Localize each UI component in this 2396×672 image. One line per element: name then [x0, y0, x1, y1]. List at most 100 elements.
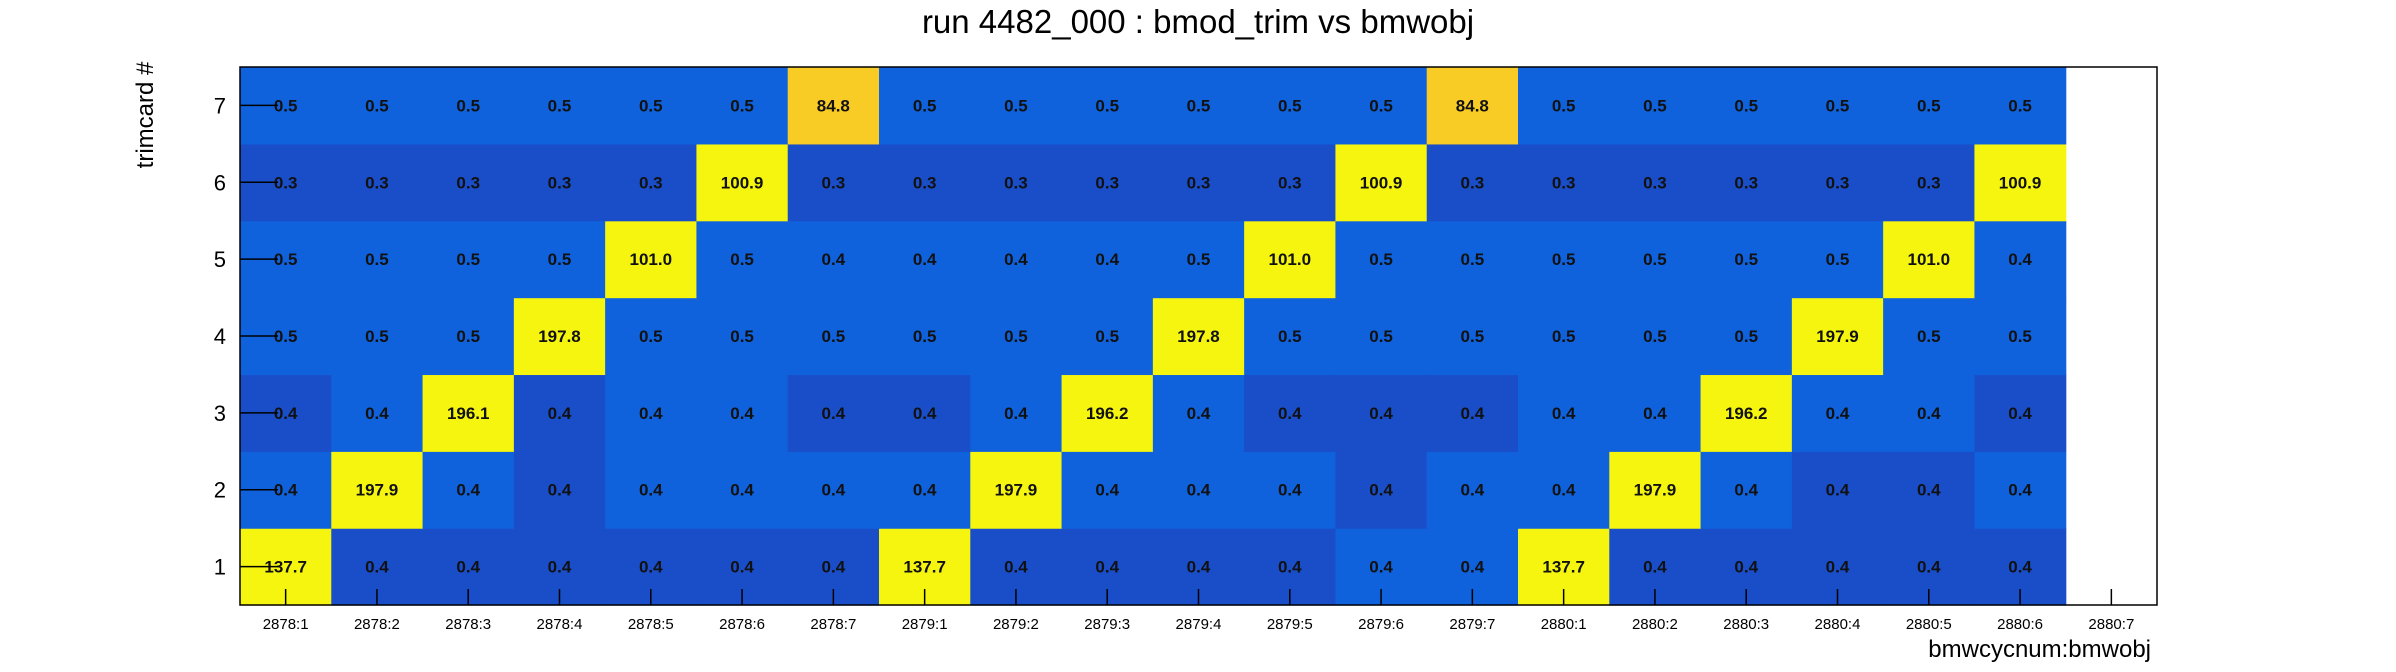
heatmap-cell — [1974, 67, 2067, 145]
cell-value-label: 0.5 — [1643, 327, 1667, 346]
cell-value-label: 0.5 — [2008, 96, 2032, 115]
y-tick-label: 6 — [214, 170, 226, 195]
cell-value-label: 0.5 — [1004, 327, 1028, 346]
heatmap-cell — [1791, 374, 1884, 452]
heatmap-cell — [1791, 451, 1884, 529]
heatmap-cell — [696, 143, 789, 222]
x-tick-label: 2878:5 — [628, 616, 674, 633]
x-tick-label: 2879:3 — [1084, 616, 1130, 633]
cell-value-label: 137.7 — [903, 558, 946, 577]
cell-value-label: 0.3 — [1187, 173, 1211, 192]
cell-value-label: 84.8 — [1456, 96, 1489, 115]
cell-value-label: 0.3 — [1734, 173, 1758, 192]
cell-value-label: 0.4 — [822, 250, 846, 269]
cell-value-label: 0.5 — [1643, 96, 1667, 115]
heatmap-cell — [1700, 220, 1793, 299]
cell-value-label: 0.4 — [1095, 481, 1119, 500]
heatmap-cell — [970, 374, 1063, 452]
cell-value-label: 0.5 — [1552, 327, 1576, 346]
heatmap-cell — [1700, 451, 1793, 529]
cell-value-label: 0.4 — [1278, 481, 1302, 500]
x-tick-label: 2880:4 — [1815, 616, 1861, 633]
heatmap-cell — [1609, 143, 1702, 222]
cell-value-label: 0.3 — [456, 173, 480, 192]
cell-value-label: 100.9 — [721, 173, 764, 192]
heatmap-cell — [1061, 297, 1154, 376]
heatmap-cell — [1335, 374, 1428, 452]
heatmap-cells — [240, 67, 2067, 606]
cell-value-label: 0.4 — [639, 481, 663, 500]
cell-value-label: 0.5 — [1734, 250, 1758, 269]
cell-value-label: 0.4 — [1004, 250, 1028, 269]
cell-value-label: 0.3 — [822, 173, 846, 192]
cell-value-label: 0.5 — [274, 327, 298, 346]
heatmap-cell — [1883, 220, 1976, 299]
heatmap-cell — [787, 220, 880, 299]
cell-value-label: 0.4 — [365, 404, 389, 423]
cell-value-label: 197.8 — [538, 327, 581, 346]
cell-value-label: 0.4 — [1917, 558, 1941, 577]
heatmap-cell — [1609, 451, 1702, 529]
heatmap-cell — [513, 374, 606, 452]
cell-value-label: 0.4 — [1278, 404, 1302, 423]
cell-value-label: 0.4 — [1826, 558, 1850, 577]
heatmap-cell — [970, 67, 1063, 145]
cell-value-label: 197.9 — [356, 481, 399, 500]
x-tick-label: 2880:2 — [1632, 616, 1678, 633]
cell-value-label: 0.4 — [1461, 481, 1485, 500]
heatmap-cell — [331, 143, 424, 222]
cell-value-label: 0.4 — [274, 404, 298, 423]
cell-value-label: 196.2 — [1725, 404, 1768, 423]
heatmap-cell — [1791, 297, 1884, 376]
cell-value-label: 0.4 — [1734, 558, 1758, 577]
x-tick-label: 2880:1 — [1541, 616, 1587, 633]
cell-value-label: 0.4 — [2008, 250, 2032, 269]
heatmap-cell — [1152, 67, 1245, 145]
heatmap-cell — [422, 67, 515, 145]
heatmap-cell — [1244, 374, 1337, 452]
cell-value-label: 0.4 — [730, 481, 754, 500]
heatmap-cell — [513, 67, 606, 145]
cell-value-label: 0.4 — [822, 481, 846, 500]
cell-value-label: 0.4 — [639, 558, 663, 577]
cell-value-label: 0.3 — [365, 173, 389, 192]
heatmap-cell — [1518, 143, 1610, 222]
cell-value-label: 0.5 — [1734, 327, 1758, 346]
y-tick-label: 2 — [214, 478, 226, 503]
heatmap-cell — [1152, 451, 1245, 529]
x-tick-label: 2878:1 — [263, 616, 309, 633]
heatmap-cell — [1883, 67, 1976, 145]
x-tick-label: 2878:6 — [719, 616, 765, 633]
cell-value-label: 0.3 — [639, 173, 663, 192]
cell-value-label: 100.9 — [1999, 173, 2042, 192]
cell-value-label: 0.5 — [274, 250, 298, 269]
heatmap-cell — [1152, 143, 1245, 222]
heatmap-cell — [1518, 67, 1610, 145]
heatmap-cell — [1974, 143, 2067, 222]
x-tick-label: 2879:6 — [1358, 616, 1404, 633]
heatmap-cell — [696, 374, 789, 452]
cell-value-label: 0.4 — [1552, 481, 1576, 500]
heatmap-cell — [879, 67, 971, 145]
heatmap-cell — [422, 143, 515, 222]
heatmap-cell — [879, 143, 971, 222]
heatmap-cell — [787, 374, 880, 452]
heatmap-cell — [879, 451, 971, 529]
cell-value-label: 0.5 — [1369, 327, 1393, 346]
cell-value-label: 0.4 — [548, 404, 572, 423]
heatmap-cell — [1244, 67, 1337, 145]
cell-value-label: 197.9 — [1634, 481, 1677, 500]
heatmap-cell — [1244, 143, 1337, 222]
cell-value-label: 0.5 — [1095, 327, 1119, 346]
cell-value-label: 0.4 — [1734, 481, 1758, 500]
cell-value-label: 0.5 — [1734, 96, 1758, 115]
cell-value-label: 0.5 — [548, 96, 572, 115]
cell-value-label: 0.4 — [2008, 558, 2032, 577]
cell-value-label: 0.4 — [548, 481, 572, 500]
cell-value-label: 0.5 — [365, 96, 389, 115]
heatmap-cell — [605, 143, 698, 222]
heatmap-cell — [1426, 67, 1519, 145]
cell-value-label: 0.4 — [730, 558, 754, 577]
x-axis: 2878:1 2878:2 2878:3 2878:4 2878:5 2878:6 2878… — [263, 589, 2134, 633]
x-tick-label: 2880:5 — [1906, 616, 1952, 633]
